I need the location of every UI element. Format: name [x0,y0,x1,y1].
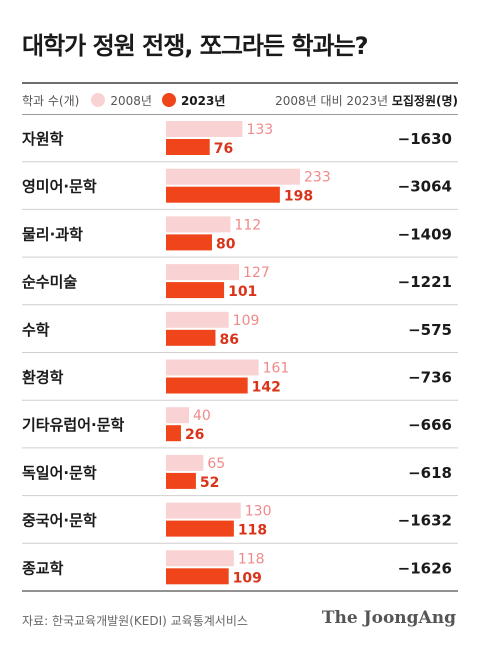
data-label-2008: 133 [246,122,273,138]
data-label-2008: 161 [263,361,290,377]
category-label: 중국어·문학 [22,512,97,530]
bar-2008 [166,168,300,185]
legend-item-2023: 2023년 [161,92,226,109]
bar-2023 [166,472,196,489]
data-label-2023: 86 [219,332,238,348]
bar-2008 [166,407,190,424]
legend: 학과 수(개) 2008년 2023년 2008년 대비 2023년 모집정원(… [22,88,458,112]
brand-logo: The JoongAng [321,608,456,628]
bar-2008 [166,216,231,233]
legend-swatch-2023 [161,93,176,107]
data-label-2023: 26 [185,427,204,443]
data-label-2008: 65 [207,456,225,472]
data-label-2023: 198 [284,189,313,205]
data-label-2023: 52 [200,475,219,491]
data-label-2008: 130 [245,504,272,520]
bar-2023 [166,234,213,251]
category-label: 자원학 [22,130,64,148]
bar-2023 [166,425,181,442]
data-label-2023: 80 [216,236,236,252]
legend-label-2008: 2008년 [110,93,152,108]
bar-2008 [166,311,229,328]
data-label-2008: 118 [238,551,265,567]
source-note: 자료: 한국교육개발원(KEDI) 교육통계서비스 [22,614,248,628]
legend-swatch-2008 [91,93,106,107]
legend-label-2023: 2023년 [180,93,226,108]
change-value: −736 [408,369,452,387]
bar-2023 [166,329,216,346]
change-value: −618 [408,464,452,482]
data-label-2023: 118 [238,523,267,539]
category-label: 독일어·문학 [22,464,97,482]
top-divider [22,82,458,84]
bar-2023 [166,377,248,394]
change-value: −3064 [398,178,452,196]
data-label-2008: 233 [304,170,331,186]
chart-title: 대학가 정원 전쟁, 쪼그라든 학과는? [22,32,369,60]
bar-2008 [166,264,240,281]
bar-2023 [166,520,234,537]
data-label-2008: 40 [193,408,211,424]
change-value: −1632 [398,512,452,530]
data-label-2023: 142 [252,380,281,396]
category-label: 물리·과학 [22,225,83,243]
change-value: −1409 [398,225,452,243]
category-label: 영미어·문학 [22,178,97,196]
category-label: 수학 [22,321,50,339]
change-header: 2008년 대비 2023년 모집정원(명) [275,92,458,109]
bar-2023 [166,282,225,299]
data-label-2023: 76 [214,141,233,157]
header-divider [22,114,458,115]
change-value: −1630 [398,130,452,148]
data-label-2008: 109 [233,313,260,329]
bar-2008 [166,121,243,137]
data-label-2008: 127 [243,265,270,281]
bar-2023 [166,568,229,585]
category-label: 종교학 [22,559,64,577]
data-label-2023: 109 [233,570,262,586]
category-label: 순수미술 [22,273,77,291]
legend-item-2008: 2008년 [91,92,152,109]
category-label: 환경학 [22,369,64,387]
data-label-2023: 101 [228,284,257,300]
change-value: −1221 [398,273,452,291]
bar-2023 [166,139,210,155]
bar-2008 [166,359,259,376]
change-value: −666 [408,416,452,434]
bar-2008 [166,502,241,519]
unit-label: 학과 수(개) [22,93,80,108]
bar-2008 [166,454,204,471]
bar-2008 [166,550,234,567]
category-label: 기타유럽어·문학 [22,416,124,434]
change-value: −1626 [398,559,452,577]
change-header-prefix: 2008년 대비 2023년 [275,93,392,108]
bar-2023 [166,186,280,203]
change-header-bold: 모집정원(명) [391,93,458,108]
change-value: −575 [408,321,452,339]
data-label-2008: 112 [234,217,261,233]
